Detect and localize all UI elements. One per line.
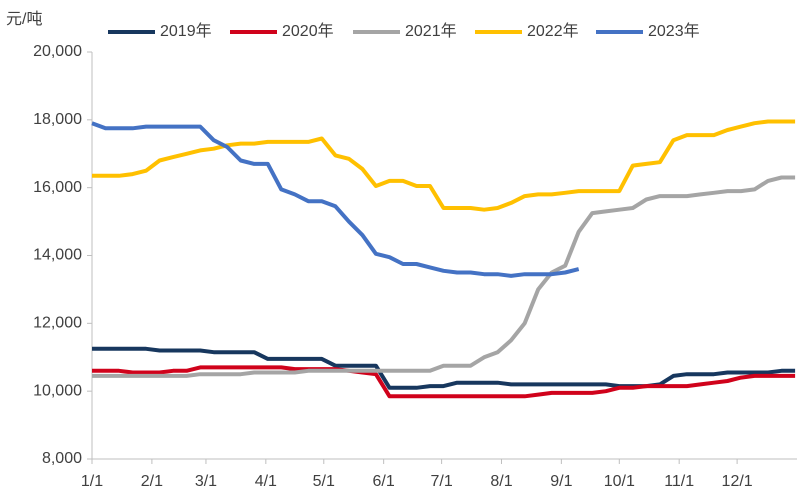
series-line [92, 119, 796, 212]
y-tick-label: 20,000 [33, 43, 82, 60]
series-line [92, 346, 796, 390]
x-tick-label: 6/1 [373, 473, 395, 490]
y-tick-label: 10,000 [33, 382, 82, 399]
y-tick-label: 12,000 [33, 315, 82, 332]
legend-label: 2023年 [648, 22, 700, 40]
x-tick-label: 12/1 [722, 473, 753, 490]
x-tick-label: 1/1 [81, 473, 103, 490]
x-tick-label: 10/1 [604, 473, 635, 490]
series-line [92, 365, 796, 399]
legend-label: 2019年 [160, 22, 212, 40]
x-tick-label: 8/1 [490, 473, 512, 490]
x-tick-label: 2/1 [141, 473, 163, 490]
legend-label: 2020年 [282, 22, 334, 40]
y-tick-label: 16,000 [33, 179, 82, 196]
y-axis-label: 元/吨 [6, 10, 42, 28]
legend-label: 2022年 [527, 22, 579, 40]
y-tick-label: 14,000 [33, 247, 82, 264]
series-line [91, 121, 580, 278]
legend-label: 2021年 [405, 22, 457, 40]
x-tick-label: 4/1 [255, 473, 277, 490]
y-tick-label: 18,000 [33, 111, 82, 128]
x-tick-label: 9/1 [550, 473, 572, 490]
x-tick-label: 3/1 [195, 473, 217, 490]
y-tick-label: 8,000 [42, 450, 82, 467]
x-tick-label: 11/1 [664, 473, 694, 490]
series-line [92, 175, 796, 378]
x-tick-label: 5/1 [313, 473, 335, 490]
x-tick-label: 7/1 [430, 473, 452, 490]
